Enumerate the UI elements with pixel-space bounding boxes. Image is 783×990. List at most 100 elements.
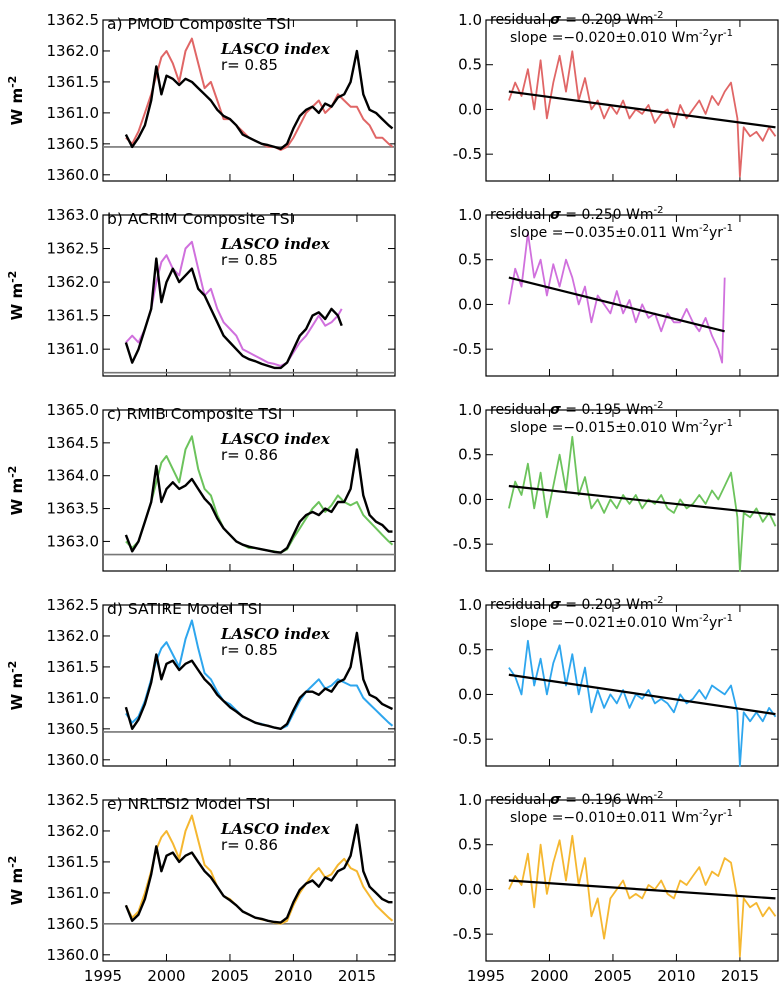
y-tick-label: 1361.0 — [47, 340, 100, 358]
residual-panel-2: -0.5 0.0 0.5 1.0 residual σ = 0.195 Wm-2slop… — [453, 400, 779, 572]
series-line — [124, 49, 394, 151]
residual-label: residual σ = 0.196 Wm-2 — [490, 790, 663, 808]
y-tick-label: 1364.5 — [47, 434, 100, 452]
y-tick-label: 1361.5 — [47, 658, 100, 676]
correlation-label: r= 0.86 — [221, 836, 278, 854]
series-line — [124, 448, 393, 554]
x-tick-label: 2015 — [721, 967, 759, 985]
y-tick-label: 0.5 — [458, 836, 482, 854]
panel-title: d) SATIRE Model TSI — [107, 600, 262, 618]
y-tick-label: 1360.0 — [47, 946, 100, 964]
y-tick-label: 1.0 — [458, 596, 482, 614]
panel-title: a) PMOD Composite TSI — [107, 15, 291, 33]
axes-frame — [102, 604, 396, 767]
tsi-panel-3: 1360.0 1360.5 1361.0 1361.5 1362.0 1362.5 d) S… — [6, 596, 396, 769]
y-tick-label: 1362.5 — [47, 596, 100, 614]
slope-label: slope =−0.010±0.011 Wm-2yr-1 — [510, 808, 733, 826]
y-tick-label: -0.5 — [453, 730, 482, 748]
y-tick-label: 1361.5 — [47, 307, 100, 325]
correlation-label: r= 0.86 — [221, 446, 278, 464]
x-tick-label: 2005 — [594, 967, 632, 985]
index-label: LASCO index — [220, 820, 331, 838]
trend-line — [508, 484, 776, 516]
y-tick-label: 1363.0 — [47, 206, 100, 224]
index-label: LASCO index — [220, 625, 331, 643]
y-tick-label: 0.0 — [458, 295, 482, 313]
y-tick-label: 1360.5 — [47, 915, 100, 933]
y-tick-label: 1362.5 — [47, 240, 100, 258]
trend-line — [508, 90, 776, 129]
y-tick-label: -0.5 — [453, 340, 482, 358]
y-tick-label: 1361.0 — [47, 884, 100, 902]
slope-label: slope =−0.035±0.011 Wm-2yr-1 — [510, 223, 733, 241]
y-tick-label: 1.0 — [458, 11, 482, 29]
slope-label: slope =−0.015±0.010 Wm-2yr-1 — [510, 418, 733, 436]
y-tick-label: 0.0 — [458, 100, 482, 118]
axes-frame — [485, 214, 779, 377]
series-line — [508, 834, 777, 958]
series-line — [508, 231, 726, 364]
axes-frame — [485, 799, 779, 962]
y-axis-label: W m-2 — [6, 76, 26, 126]
index-label: LASCO index — [220, 40, 331, 58]
tsi-panel-2: 1363.0 1363.5 1364.0 1364.5 1365.0 c) RMIB Co… — [6, 401, 396, 572]
residual-label: residual σ = 0.203 Wm-2 — [490, 595, 663, 613]
series-line — [124, 823, 393, 924]
y-tick-label: 1365.0 — [47, 401, 100, 419]
x-tick-label: 2015 — [338, 967, 376, 985]
y-tick-label: 1362.0 — [47, 822, 100, 840]
y-tick-label: 1361.0 — [47, 104, 100, 122]
y-tick-label: 0.5 — [458, 56, 482, 74]
panel-title: c) RMIB Composite TSI — [107, 405, 282, 423]
slope-label: slope =−0.020±0.010 Wm-2yr-1 — [510, 28, 733, 46]
residual-label: residual σ = 0.250 Wm-2 — [490, 205, 663, 223]
axes-frame — [102, 214, 396, 377]
y-tick-label: 1362.5 — [47, 11, 100, 29]
x-tick-label: 2005 — [211, 967, 249, 985]
y-tick-label: 0.5 — [458, 446, 482, 464]
y-tick-label: -0.5 — [453, 145, 482, 163]
index-label: LASCO index — [220, 430, 331, 448]
residual-label: residual σ = 0.209 Wm-2 — [490, 10, 663, 28]
trend-line — [508, 276, 725, 333]
residual-panel-0: -0.5 0.0 0.5 1.0 residual σ = 0.209 Wm-2slop… — [453, 10, 779, 182]
trend-line — [508, 879, 776, 900]
y-tick-label: 1363.0 — [47, 532, 100, 550]
x-tick-label: 2000 — [147, 967, 185, 985]
y-tick-label: 0.0 — [458, 490, 482, 508]
y-tick-label: 0.0 — [458, 880, 482, 898]
x-tick-label: 1995 — [84, 967, 122, 985]
x-tick-label: 1995 — [467, 967, 505, 985]
y-tick-label: 1.0 — [458, 206, 482, 224]
residual-panel-3: -0.5 0.0 0.5 1.0 residual σ = 0.203 Wm-2slop… — [453, 595, 779, 767]
series-line — [508, 50, 777, 178]
y-axis-label: W m-2 — [6, 661, 26, 711]
y-tick-label: 0.5 — [458, 641, 482, 659]
x-tick-label: 2010 — [657, 967, 695, 985]
y-tick-label: 1362.0 — [47, 273, 100, 291]
residual-label: residual σ = 0.195 Wm-2 — [490, 400, 663, 418]
y-tick-label: 1361.5 — [47, 853, 100, 871]
panel-title: b) ACRIM Composite TSI — [107, 210, 294, 228]
axes-frame — [485, 604, 779, 767]
y-tick-label: 1364.0 — [47, 467, 100, 485]
tsi-panel-4: 1360.0 1360.5 1361.0 1361.5 1362.0 1362.5 1995… — [6, 791, 396, 985]
axes-frame — [102, 19, 396, 182]
index-label: LASCO index — [220, 235, 331, 253]
y-axis-label: W m-2 — [6, 856, 26, 906]
residual-panel-4: -0.5 0.0 0.5 1.0 1995 2000 2005 2010 2015 residua… — [453, 790, 779, 985]
series-line — [125, 240, 343, 367]
y-tick-label: 0.0 — [458, 685, 482, 703]
correlation-label: r= 0.85 — [221, 251, 278, 269]
y-tick-label: 1360.0 — [47, 751, 100, 769]
y-tick-label: 1361.5 — [47, 73, 100, 91]
y-tick-label: 1.0 — [458, 791, 482, 809]
axes-frame — [485, 409, 779, 572]
y-tick-label: 1361.0 — [47, 689, 100, 707]
residual-panel-1: -0.5 0.0 0.5 1.0 residual σ = 0.250 Wm-2slop… — [453, 205, 779, 377]
series-line — [508, 435, 777, 572]
panel-title: e) NRLTSI2 Model TSI — [107, 795, 270, 813]
y-tick-label: -0.5 — [453, 925, 482, 943]
x-tick-label: 2000 — [530, 967, 568, 985]
